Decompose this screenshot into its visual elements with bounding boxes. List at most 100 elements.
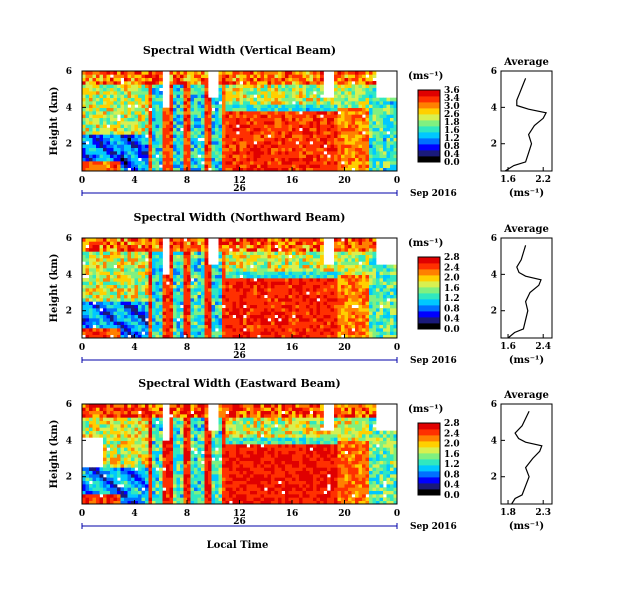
heatmap-cell [138,164,142,169]
heatmap-cell [155,107,160,112]
heatmap-cell [372,164,377,169]
heatmap-cell [110,157,114,162]
heatmap-cell [89,114,93,119]
heatmap-cell [253,294,258,299]
heatmap-cell [127,274,132,279]
heatmap-cell [155,124,160,129]
heatmap-cell [120,324,125,329]
heatmap-cell [264,144,268,149]
heatmap-cell [264,111,268,115]
heatmap-cell [309,167,314,172]
heatmap-cell [194,304,198,309]
colorbar-segment [418,134,440,137]
heatmap-cell [243,107,247,112]
heatmap-cell [320,331,324,336]
heatmap-cell [288,331,293,336]
heatmap-cell [110,318,114,322]
heatmap-cell [365,127,370,132]
heatmap-cell [236,84,240,89]
heatmap-cell [113,71,118,75]
heatmap-cell [313,274,317,279]
heatmap-cell [169,294,174,299]
heatmap-cell [271,157,275,162]
heatmap-cell [180,324,184,329]
heatmap-cell [292,321,296,326]
heatmap-cell [295,248,300,252]
heatmap-cell [173,241,177,246]
heatmap-cell [201,251,205,256]
heatmap-cell [302,278,307,282]
heatmap-cell [166,131,170,135]
heatmap-cell [222,124,226,129]
heatmap-cell [264,248,268,252]
heatmap-cell [390,137,394,142]
heatmap-cell [271,147,275,152]
heatmap-cell [176,104,181,109]
heatmap-cell [274,151,279,155]
heatmap-cell [390,151,394,155]
heatmap-cell [211,111,216,115]
heatmap-cell [232,134,237,139]
heatmap-cell [379,164,384,169]
heatmap-cell [348,84,352,89]
heatmap-cell [316,161,321,165]
heatmap-cell [285,137,289,142]
heatmap-cell [117,314,121,319]
heatmap-cell [390,134,394,139]
heatmap-cell [309,321,314,326]
heatmap-cell [82,294,86,299]
heatmap-cell [215,324,219,329]
heatmap-cell [120,154,125,159]
heatmap-cell [257,134,261,139]
heatmap-cell [313,157,317,162]
heatmap-cell [285,144,289,149]
heatmap-cell [362,77,366,82]
heatmap-cell [162,291,167,296]
heatmap-cell [106,298,111,302]
heatmap-cell [103,154,107,159]
heatmap-cell [246,261,251,266]
heatmap-cell [302,328,307,332]
heatmap-cell [225,121,230,125]
heatmap-cell [362,328,366,332]
heatmap-cell [173,117,177,122]
heatmap-cell [131,251,135,256]
heatmap-cell [106,311,111,316]
heatmap-cell [218,304,223,309]
heatmap-cell [344,77,349,82]
heatmap-cell [92,167,97,172]
heatmap-cell [141,258,146,262]
heatmap-cell [99,271,104,276]
heatmap-cell [243,278,247,282]
heatmap-cell [138,298,142,302]
heatmap-cell [204,271,209,276]
heatmap-cell [82,107,86,112]
heatmap-cell [159,271,163,276]
heatmap-cell [365,298,370,302]
heatmap-cell [222,254,226,259]
heatmap-cell [341,91,345,95]
heatmap-cell [334,97,338,102]
heatmap-cell [260,101,265,105]
heatmap-cell [183,124,188,129]
heatmap-cell [215,104,219,109]
heatmap-cell [355,328,359,332]
heatmap-cell [148,157,153,162]
heatmap-cell [295,271,300,276]
heatmap-cell [292,104,296,109]
heatmap-cell [253,301,258,306]
heatmap-cell [106,334,111,339]
heatmap-cell [383,151,387,155]
heatmap-cell [117,157,121,162]
heatmap-cell [292,147,296,152]
heatmap-cell [390,114,394,119]
heatmap-cell [225,311,230,316]
colorbar-segment [418,92,440,95]
heatmap-cell [134,127,139,132]
heatmap-cell [141,141,146,145]
heatmap-cell [337,314,342,319]
heatmap-cell [246,141,251,145]
heatmap-cell [110,288,114,292]
heatmap-cell [351,91,356,95]
heatmap-cell [106,94,111,99]
